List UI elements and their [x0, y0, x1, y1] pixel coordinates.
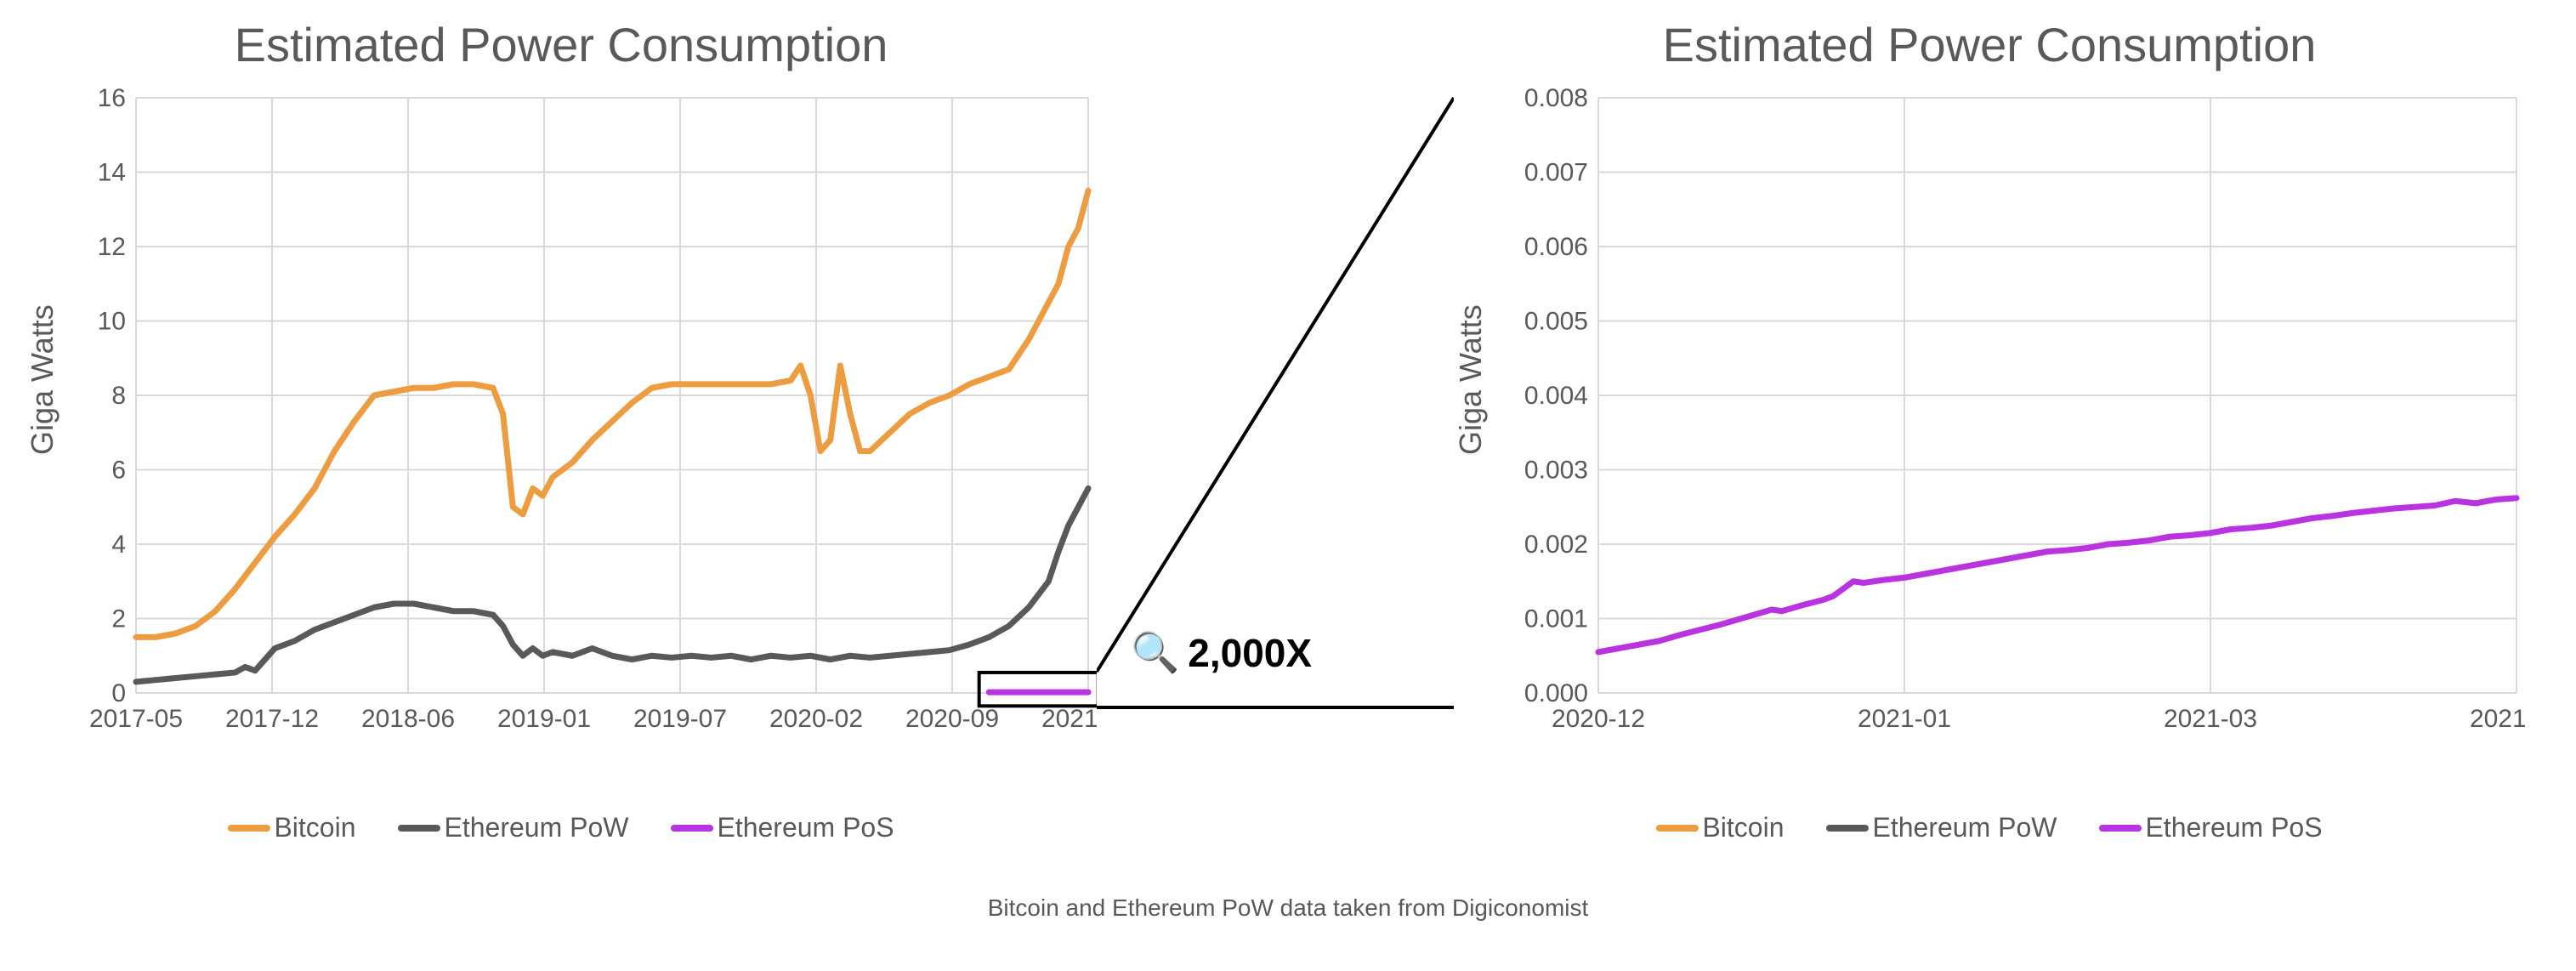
svg-text:2021-04: 2021-04: [2470, 705, 2525, 733]
legend-item: Ethereum PoW: [398, 812, 628, 843]
zoom-label: 🔍 2,000X: [1131, 629, 1312, 676]
svg-text:2019-07: 2019-07: [633, 705, 727, 733]
legend-swatch: [1826, 825, 1869, 832]
svg-text:2: 2: [111, 605, 126, 633]
legend-label: Bitcoin: [274, 812, 355, 843]
legend-label: Ethereum PoS: [2145, 812, 2322, 843]
svg-text:2021-03: 2021-03: [1041, 705, 1097, 733]
left-chart-svg: 0 2 4 6 8 10 12 14 16 2017-05 2017-12 2018-06 2019-0…: [60, 81, 1097, 795]
left-chart-row: Giga Watts 0 2 4 6 8 10 12 14 16 2017-05 2017-12 20…: [26, 81, 1097, 795]
svg-text:4: 4: [111, 531, 126, 559]
legend-item: Ethereum PoW: [1826, 812, 2057, 843]
legend-label: Bitcoin: [1702, 812, 1784, 843]
right-chart-svg: 0.000 0.001 0.002 0.003 0.004 0.005 0.006 0.007…: [1488, 81, 2525, 795]
magnifier-icon: 🔍: [1131, 629, 1179, 676]
zoom-callout: 🔍 2,000X: [1097, 17, 1454, 782]
legend-swatch: [671, 825, 713, 832]
legend-item: Bitcoin: [228, 812, 355, 843]
svg-text:8: 8: [111, 382, 126, 410]
svg-text:2020-09: 2020-09: [905, 705, 999, 733]
charts-container: Estimated Power Consumption Giga Watts 0…: [26, 17, 2550, 843]
svg-text:16: 16: [98, 84, 126, 112]
svg-text:0.006: 0.006: [1524, 233, 1588, 261]
zoom-multiplier-text: 2,000X: [1188, 630, 1312, 676]
legend-swatch: [398, 825, 440, 832]
svg-text:14: 14: [98, 159, 126, 187]
svg-text:2019-01: 2019-01: [497, 705, 591, 733]
footnote-text: Bitcoin and Ethereum PoW data taken from…: [26, 894, 2550, 922]
svg-text:0.007: 0.007: [1524, 159, 1588, 187]
svg-text:2017-12: 2017-12: [225, 705, 319, 733]
svg-text:2020-02: 2020-02: [769, 705, 863, 733]
right-chart-row: Giga Watts 0.0000.0010.0020.0030.0040.00…: [1454, 81, 2525, 795]
svg-text:2021-03: 2021-03: [2164, 705, 2257, 733]
svg-text:12: 12: [98, 233, 126, 261]
left-chart-title: Estimated Power Consumption: [235, 17, 888, 72]
svg-text:2017-05: 2017-05: [89, 705, 183, 733]
left-y-axis-label: Giga Watts: [25, 421, 60, 455]
svg-text:0: 0: [111, 679, 126, 707]
legend-label: Ethereum PoW: [1872, 812, 2057, 843]
svg-text:6: 6: [111, 457, 126, 485]
svg-text:0.001: 0.001: [1524, 605, 1588, 633]
left-chart-panel: Estimated Power Consumption Giga Watts 0…: [26, 17, 1097, 843]
left-legend: Bitcoin Ethereum PoW Ethereum PoS: [228, 812, 894, 843]
svg-text:0.004: 0.004: [1524, 382, 1588, 410]
svg-text:2018-06: 2018-06: [361, 705, 455, 733]
svg-text:0.005: 0.005: [1524, 308, 1588, 336]
right-chart-title: Estimated Power Consumption: [1663, 17, 2317, 72]
svg-text:2021-01: 2021-01: [1858, 705, 1951, 733]
right-legend: Bitcoin Ethereum PoW Ethereum PoS: [1656, 812, 2322, 843]
legend-swatch: [1656, 825, 1699, 832]
legend-label: Ethereum PoS: [717, 812, 894, 843]
svg-text:2020-12: 2020-12: [1552, 705, 1645, 733]
legend-label: Ethereum PoW: [444, 812, 628, 843]
svg-text:0.000: 0.000: [1524, 679, 1588, 707]
legend-swatch: [228, 825, 270, 832]
legend-item: Ethereum PoS: [2099, 812, 2322, 843]
svg-text:0.003: 0.003: [1524, 457, 1588, 485]
legend-swatch: [2099, 825, 2142, 832]
right-chart-panel: Estimated Power Consumption Giga Watts 0…: [1454, 17, 2525, 843]
svg-text:0.008: 0.008: [1524, 84, 1588, 112]
right-y-axis-label: Giga Watts: [1453, 421, 1489, 455]
legend-item: Bitcoin: [1656, 812, 1784, 843]
legend-item: Ethereum PoS: [671, 812, 894, 843]
svg-text:10: 10: [98, 308, 126, 336]
svg-text:0.002: 0.002: [1524, 531, 1588, 559]
